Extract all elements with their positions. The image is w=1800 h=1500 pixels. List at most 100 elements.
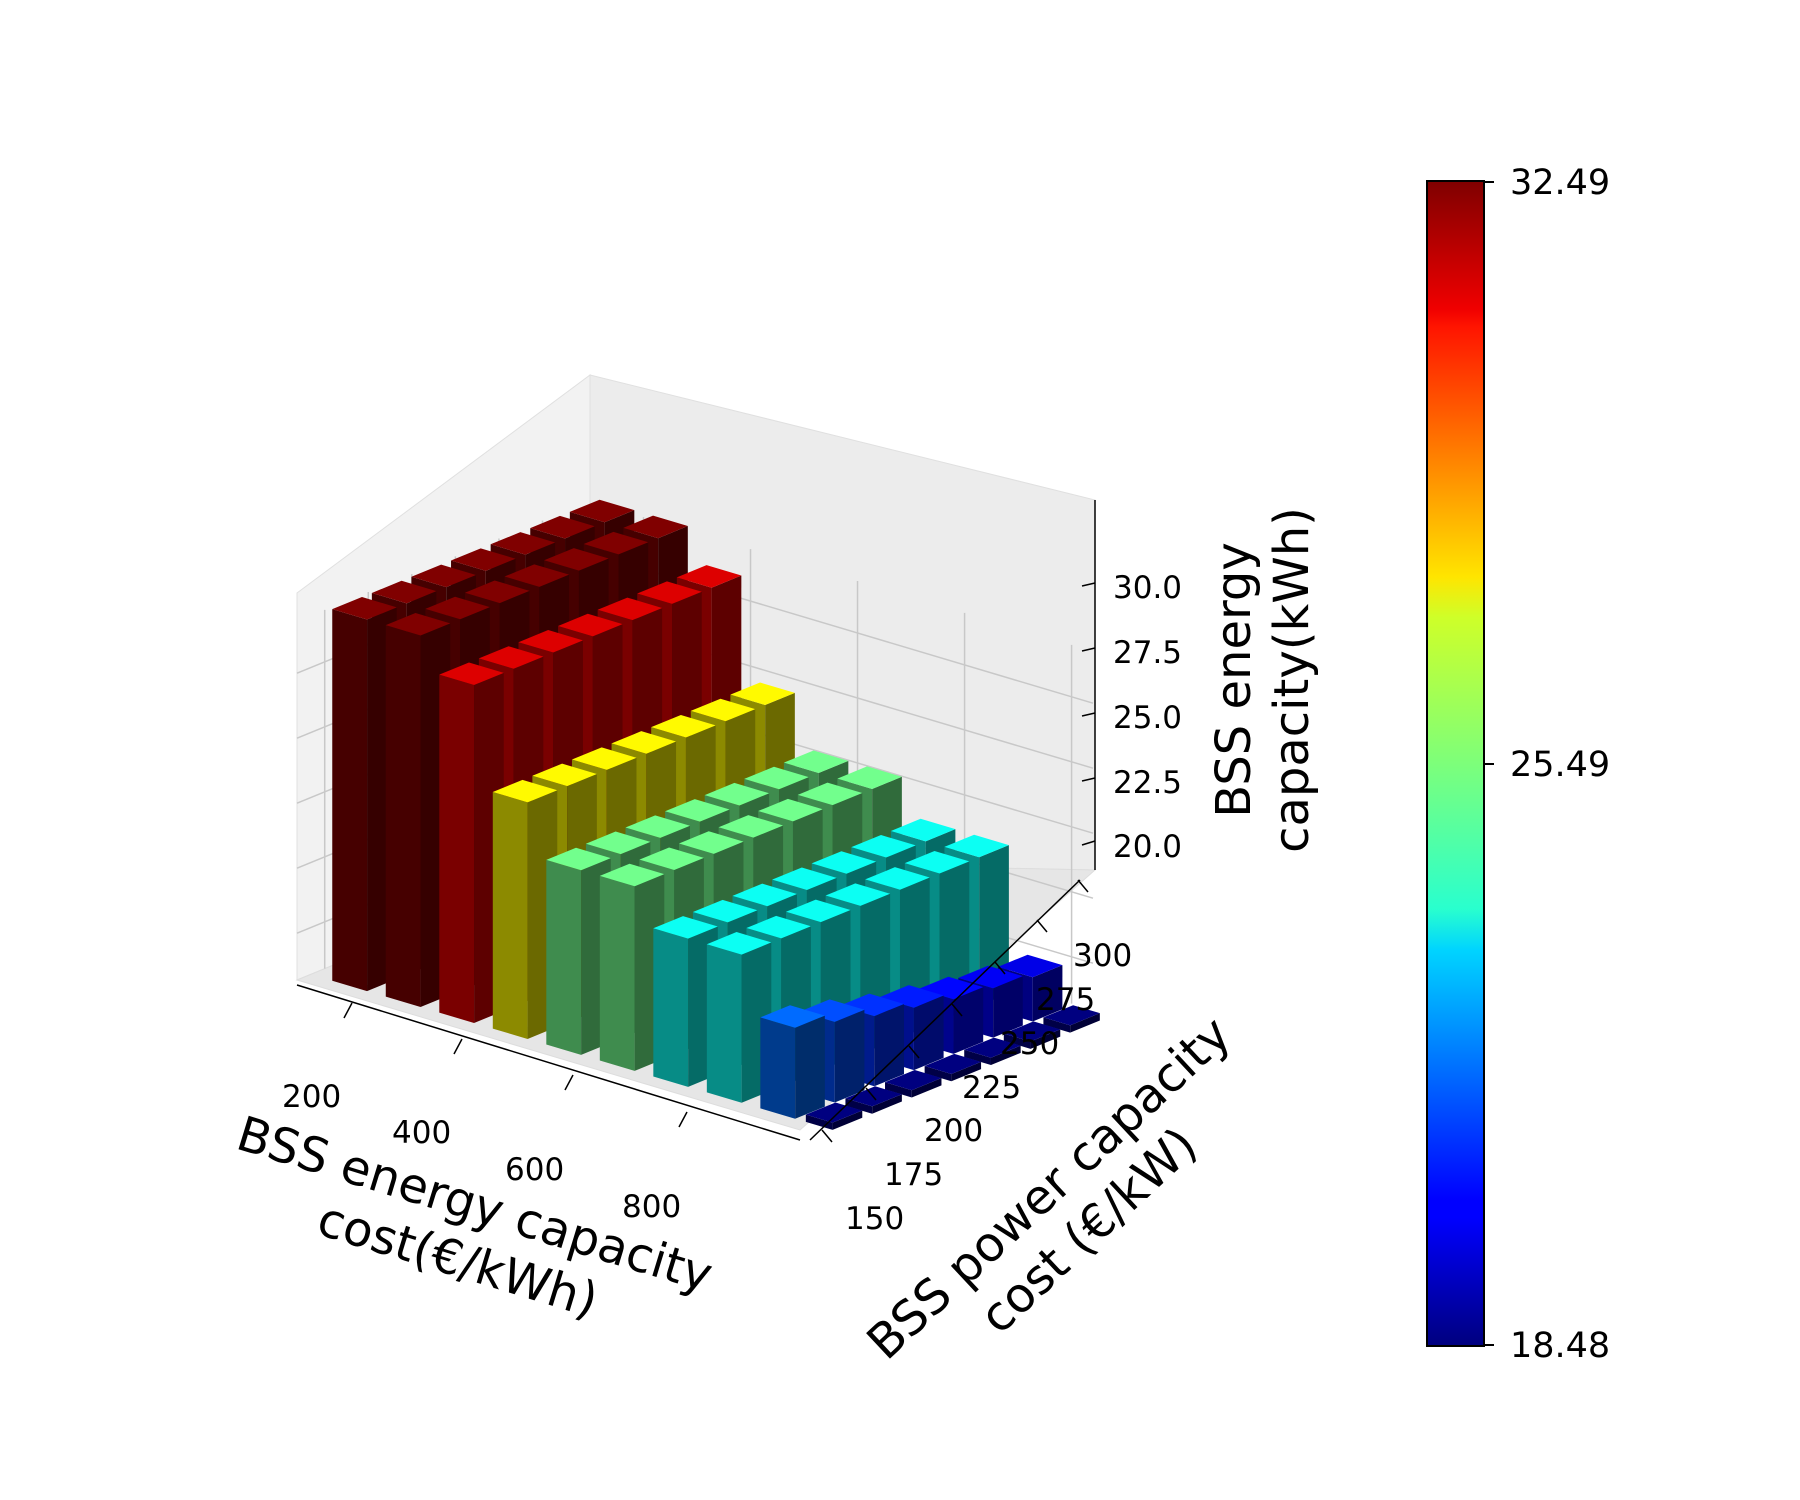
bar-top-face — [1043, 1005, 1100, 1026]
x-tick-mark — [564, 1074, 574, 1091]
bar-top-face — [546, 847, 611, 871]
z-tick-label: 27.5 — [1113, 635, 1182, 671]
bar-top-face — [704, 782, 770, 806]
bar-top-face — [583, 531, 649, 555]
x-axis-title: BSS energy capacity cost(€/kWh) — [231, 1106, 719, 1329]
bar-side-face — [1070, 1013, 1100, 1033]
y-tick-label: 200 — [924, 1113, 983, 1149]
bar-front-face — [332, 609, 368, 992]
y-tick-label: 250 — [1000, 1026, 1059, 1062]
bar-front-face — [546, 859, 582, 1055]
bar-top-face — [639, 847, 704, 871]
bar-top-face — [558, 613, 623, 637]
bar-top-face — [865, 867, 930, 890]
y-tick-mark — [994, 961, 1006, 975]
y-tick-mark — [1036, 919, 1048, 933]
z-axis-title-line1: BSS energy — [1206, 542, 1262, 818]
z-tick-labels: 20.0 22.5 25.0 27.5 30.0 — [1081, 570, 1182, 865]
y-tick-mark — [908, 1045, 920, 1059]
bar-front-face — [885, 1082, 912, 1098]
bars-layer — [332, 499, 1100, 1130]
bar-top-face — [585, 831, 651, 855]
bar-top-face — [904, 850, 970, 874]
bar-side-face — [993, 976, 1023, 1038]
z-tick-mark — [1081, 647, 1096, 652]
bar-top-face — [692, 899, 758, 923]
bar-top-face — [730, 682, 795, 706]
bar-front-face — [706, 944, 742, 1103]
bar-top-face — [490, 532, 556, 555]
z-tick-label: 30.0 — [1113, 570, 1182, 606]
bar-front-face — [1003, 1033, 1031, 1049]
z-axis-title: BSS energy capacity(kWh) — [1206, 507, 1320, 853]
x-tick-label: 200 — [282, 1079, 341, 1115]
bar-top-face — [890, 818, 956, 842]
bar-top-face — [758, 798, 823, 822]
z-tick-label: 22.5 — [1113, 765, 1182, 801]
bar-top-face — [964, 1037, 1021, 1058]
y-tick-mark — [865, 1087, 877, 1101]
bar-side-face — [913, 995, 944, 1071]
bar-top-face — [679, 831, 744, 854]
bar-top-face — [611, 731, 677, 754]
z-axis-title-line2: capacity(kWh) — [1264, 507, 1320, 853]
z-tick-mark — [1081, 840, 1096, 846]
bar-top-face — [653, 916, 718, 939]
bar-front-face — [385, 625, 421, 1008]
bar-front-face — [964, 1049, 991, 1066]
bar-top-face — [885, 1070, 942, 1091]
bar-top-face — [371, 580, 437, 604]
bar-top-face — [786, 899, 851, 923]
z-tick-label: 25.0 — [1113, 700, 1182, 736]
bar-top-face — [651, 714, 716, 738]
x-tick-label: 400 — [392, 1115, 451, 1151]
z-tick-label: 20.0 — [1113, 829, 1182, 865]
bar-top-face — [690, 698, 756, 722]
y-tick-mark — [1077, 879, 1089, 893]
bar-top-face — [451, 548, 516, 571]
bar-top-face — [385, 612, 451, 636]
bar-front-face — [805, 1114, 833, 1130]
bar-side-face — [953, 987, 984, 1054]
bar-side-face — [795, 1015, 825, 1119]
bar-side-face — [832, 1110, 863, 1130]
x-tick-mark — [678, 1111, 688, 1128]
x-tick-labels: 200 400 600 800 — [282, 1002, 688, 1225]
bar-side-face — [979, 845, 1009, 1006]
bar-top-face — [924, 1053, 982, 1074]
bar-top-face — [1003, 1021, 1061, 1042]
bar-front-face — [924, 1066, 952, 1082]
bar-top-face — [637, 581, 702, 604]
bar-side-face — [911, 1078, 942, 1098]
y-tick-mark — [821, 1129, 833, 1143]
y-tick-label: 225 — [962, 1070, 1021, 1106]
bar-top-face — [597, 597, 663, 621]
bar-front-face — [653, 928, 689, 1087]
bar-top-face — [744, 766, 809, 790]
bar-top-face — [825, 883, 891, 906]
bar-top-face — [544, 548, 609, 571]
colorbar-tick-label: 25.49 — [1510, 745, 1610, 785]
x-tick-label: 600 — [505, 1152, 564, 1188]
colorbar-gradient — [1426, 180, 1485, 1347]
y-tick-label: 300 — [1073, 938, 1132, 974]
bar-top-face — [797, 782, 863, 806]
bar-top-face — [625, 815, 690, 838]
bar-top-face — [532, 763, 597, 787]
bar-top-face — [439, 662, 504, 685]
bar-side-face — [874, 1003, 905, 1087]
bar-top-face — [478, 646, 544, 669]
bar-side-face — [834, 1009, 865, 1103]
bar-top-face — [718, 815, 784, 838]
bar-front-face — [1043, 1017, 1071, 1033]
bar-front-face — [492, 791, 528, 1039]
bar-top-face — [504, 564, 570, 587]
y-axis-line — [809, 879, 1081, 1141]
bar-top-face — [772, 867, 837, 890]
bar-top-face — [837, 766, 902, 789]
bar-top-face — [851, 835, 916, 858]
colorbar-tick-label: 18.48 — [1510, 1326, 1610, 1366]
bar-top-face — [676, 565, 742, 588]
colorbar: 32.49 25.49 18.48 — [1426, 163, 1610, 1366]
